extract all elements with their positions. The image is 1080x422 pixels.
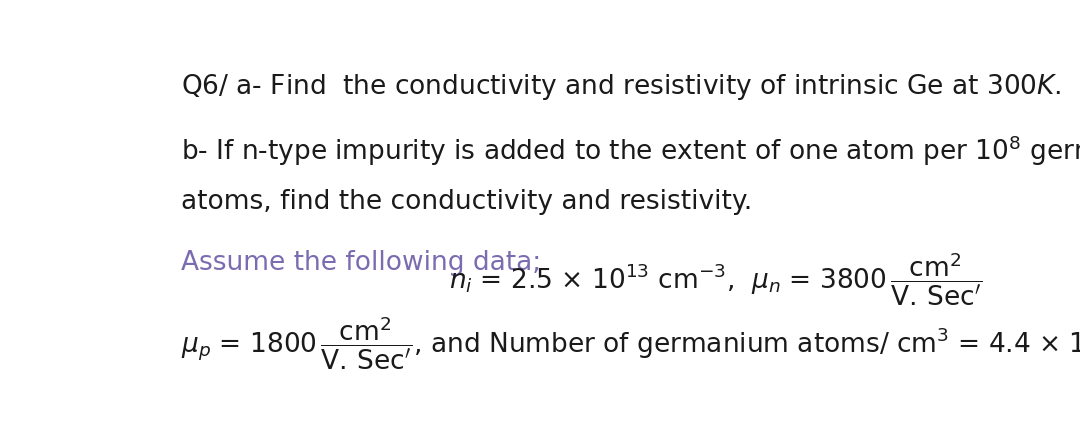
Text: $n_i$ = 2.5 $\times$ 10$^{13}$ cm$^{-3}$,  $\mu_n$ = 3800$\,\dfrac{\mathrm{cm}^2: $n_i$ = 2.5 $\times$ 10$^{13}$ cm$^{-3}$… [449, 251, 982, 308]
Text: Q6/ a- Find  the conductivity and resistivity of intrinsic Ge at 300$K$.: Q6/ a- Find the conductivity and resisti… [181, 72, 1062, 102]
Text: $\mu_p$ = 1800$\,\dfrac{\mathrm{cm}^2}{\mathrm{V.\,Sec'}}$, and Number of german: $\mu_p$ = 1800$\,\dfrac{\mathrm{cm}^2}{\… [181, 314, 1080, 372]
Text: atoms, find the conductivity and resistivity.: atoms, find the conductivity and resisti… [181, 189, 753, 215]
Text: b- If n-type impurity is added to the extent of one atom per 10$^{8}$ germanium: b- If n-type impurity is added to the ex… [181, 133, 1080, 168]
Text: Assume the following data;: Assume the following data; [181, 251, 541, 276]
